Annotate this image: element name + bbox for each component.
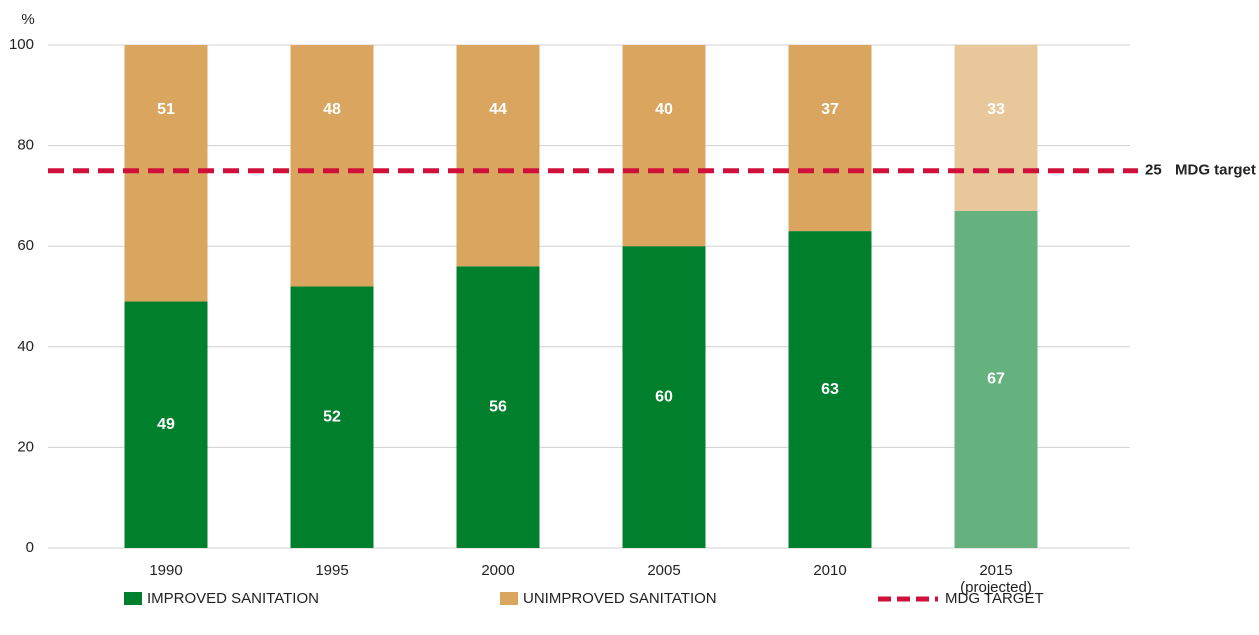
value-label: 60: [655, 388, 673, 405]
legend-swatch: [124, 592, 142, 605]
value-label: 33: [987, 101, 1005, 118]
bar-segment: [788, 231, 872, 549]
bar-segment: [456, 45, 540, 267]
legend-swatch: [500, 592, 518, 605]
value-label: 56: [489, 398, 507, 415]
value-label: 40: [655, 101, 673, 118]
legend-label: UNIMPROVED SANITATION: [523, 590, 717, 607]
bar-segment: [622, 45, 706, 247]
x-tick-label: 2005: [647, 562, 681, 579]
value-label: 44: [489, 101, 507, 118]
x-tick-label: 2010: [813, 562, 847, 579]
value-label: 48: [323, 101, 341, 118]
y-tick-label: 100: [9, 36, 34, 53]
y-tick-label: 60: [17, 237, 34, 254]
bar-segment: [124, 45, 208, 302]
value-label: 67: [987, 371, 1005, 388]
bar-segment: [954, 45, 1038, 211]
legend-label: IMPROVED SANITATION: [147, 590, 319, 607]
value-label: 49: [157, 416, 175, 433]
bar-segment: [456, 266, 540, 548]
bar-segment: [622, 246, 706, 548]
y-tick-label: 0: [26, 539, 34, 556]
y-tick-label: 20: [17, 438, 34, 455]
target-label: MDG target: [1175, 162, 1256, 179]
target-value: 25: [1145, 162, 1162, 179]
y-tick-label: 40: [17, 338, 34, 355]
bar-segment: [290, 45, 374, 287]
x-tick-label: 2000: [481, 562, 515, 579]
bar-segment: [124, 301, 208, 548]
bar-segment: [290, 286, 374, 548]
x-tick-label: 1995: [315, 562, 349, 579]
y-unit: %: [21, 11, 34, 28]
y-tick-label: 80: [17, 137, 34, 154]
value-label: 51: [157, 101, 175, 118]
bar-segment: [954, 210, 1038, 549]
value-label: 63: [821, 381, 839, 398]
legend-label: MDG TARGET: [945, 590, 1044, 607]
x-tick-label: 2015 (projected): [960, 562, 1032, 596]
value-label: 52: [323, 408, 341, 425]
x-tick-label: 1990: [149, 562, 183, 579]
bar-segment: [788, 45, 872, 232]
value-label: 37: [821, 101, 839, 118]
